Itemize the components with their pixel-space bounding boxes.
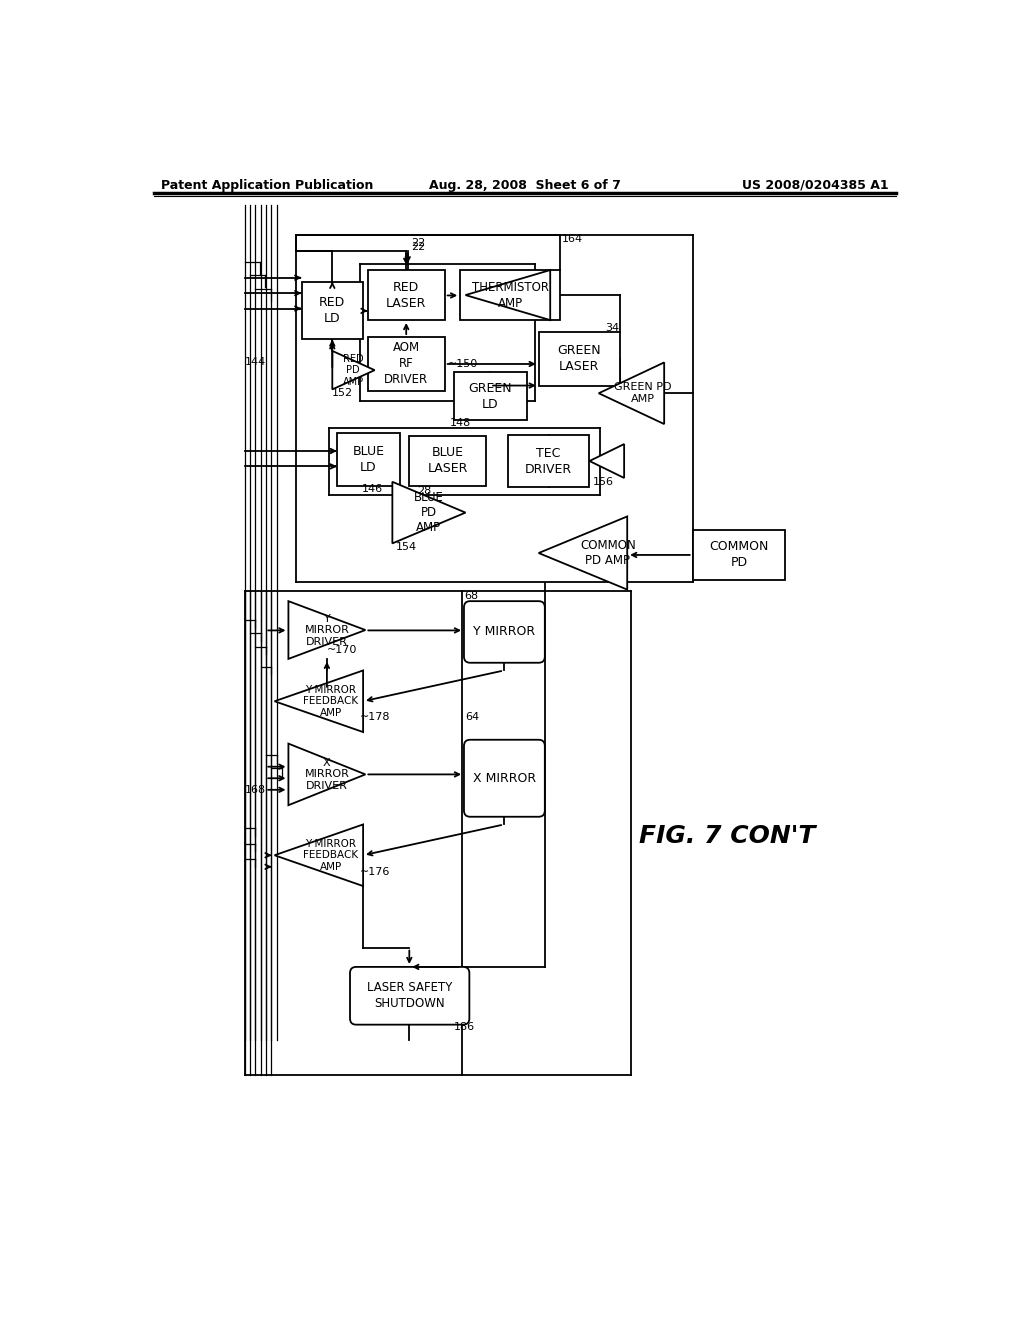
Text: ~176: ~176 <box>360 867 390 878</box>
Text: 68: 68 <box>464 591 478 601</box>
Polygon shape <box>274 671 364 733</box>
Text: LASER SAFETY
SHUTDOWN: LASER SAFETY SHUTDOWN <box>367 981 453 1010</box>
Text: 146: 146 <box>361 484 383 495</box>
Polygon shape <box>539 516 628 590</box>
Text: RED
LD: RED LD <box>319 296 345 325</box>
Bar <box>508 434 589 487</box>
Text: Y MIRROR: Y MIRROR <box>473 626 536 639</box>
Text: US 2008/0204385 A1: US 2008/0204385 A1 <box>741 178 888 191</box>
Bar <box>301 281 364 339</box>
Text: 164: 164 <box>562 234 583 244</box>
Text: 156: 156 <box>593 477 613 487</box>
Text: 22: 22 <box>412 238 426 248</box>
Text: GREEN PD
AMP: GREEN PD AMP <box>613 383 672 404</box>
Bar <box>368 271 444 321</box>
Text: RED
PD
AMP: RED PD AMP <box>342 354 364 387</box>
Polygon shape <box>289 743 366 805</box>
Bar <box>454 372 527 420</box>
Polygon shape <box>289 601 366 659</box>
Text: Patent Application Publication: Patent Application Publication <box>162 178 374 191</box>
Polygon shape <box>274 825 364 886</box>
Text: ~170: ~170 <box>327 644 357 655</box>
Text: THERMISTOR
AMP: THERMISTOR AMP <box>472 281 549 310</box>
Text: X MIRROR: X MIRROR <box>473 772 536 785</box>
Text: 148: 148 <box>451 418 471 428</box>
Polygon shape <box>466 271 550 321</box>
Polygon shape <box>590 444 625 478</box>
Text: BLUE
LD: BLUE LD <box>352 445 384 474</box>
Text: 152: 152 <box>333 388 353 399</box>
Bar <box>539 331 620 385</box>
FancyBboxPatch shape <box>464 739 545 817</box>
Text: BLUE
LASER: BLUE LASER <box>428 446 468 475</box>
Text: FIG. 7 CON'T: FIG. 7 CON'T <box>639 824 815 847</box>
Text: 22: 22 <box>412 242 426 252</box>
FancyBboxPatch shape <box>464 601 545 663</box>
FancyBboxPatch shape <box>350 966 469 1024</box>
Text: Aug. 28, 2008  Sheet 6 of 7: Aug. 28, 2008 Sheet 6 of 7 <box>429 178 621 191</box>
Text: 144: 144 <box>245 358 266 367</box>
Bar <box>337 433 400 486</box>
Text: GREEN
LASER: GREEN LASER <box>557 345 601 374</box>
Text: Y
MIRROR
DRIVER: Y MIRROR DRIVER <box>304 614 349 647</box>
Text: X
MIRROR
DRIVER: X MIRROR DRIVER <box>304 758 349 791</box>
Text: BLUE
PD
AMP: BLUE PD AMP <box>414 491 443 535</box>
Text: ~178: ~178 <box>360 711 390 722</box>
Bar <box>368 337 444 391</box>
Text: 28: 28 <box>417 486 431 496</box>
Text: 186: 186 <box>454 1022 475 1032</box>
Text: 154: 154 <box>396 543 418 552</box>
Bar <box>410 436 486 486</box>
Text: AOM
RF
DRIVER: AOM RF DRIVER <box>384 342 428 387</box>
Text: TEC
DRIVER: TEC DRIVER <box>524 446 571 475</box>
Polygon shape <box>599 363 665 424</box>
Text: ~150: ~150 <box>447 359 478 370</box>
Text: Y MIRROR
FEEDBACK
AMP: Y MIRROR FEEDBACK AMP <box>303 685 358 718</box>
Polygon shape <box>392 482 466 544</box>
Text: COMMON
PD AMP: COMMON PD AMP <box>580 539 636 566</box>
Polygon shape <box>333 351 375 389</box>
Text: COMMON
PD: COMMON PD <box>710 540 769 569</box>
Bar <box>692 529 785 579</box>
Text: 34: 34 <box>605 323 620 333</box>
Text: Y MIRROR
FEEDBACK
AMP: Y MIRROR FEEDBACK AMP <box>303 838 358 871</box>
Text: 168: 168 <box>245 785 265 795</box>
Text: 64: 64 <box>466 711 479 722</box>
Text: RED
LASER: RED LASER <box>386 281 426 310</box>
Text: GREEN
LD: GREEN LD <box>469 381 512 411</box>
Bar <box>460 271 560 321</box>
